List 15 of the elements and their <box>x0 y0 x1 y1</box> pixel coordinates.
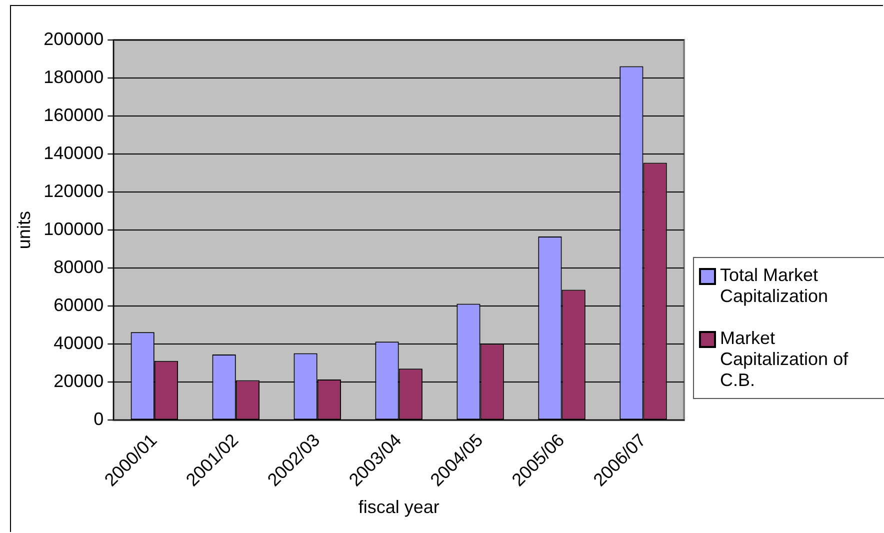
x-axis-title: fiscal year <box>358 497 440 518</box>
y-tick-label: 60000 <box>54 295 104 316</box>
y-tick-label: 140000 <box>44 143 104 164</box>
legend-label: Total Market Capitalization <box>720 265 830 307</box>
y-axis-title: units <box>14 211 34 250</box>
y-tick-label: 180000 <box>44 66 104 87</box>
y-tick-label: 20000 <box>54 371 104 392</box>
y-tick-label: 0 <box>94 409 104 430</box>
y-tick-label: 100000 <box>44 219 104 240</box>
legend-label: Market Capitalization of C.B. <box>720 328 850 391</box>
y-tick-label: 200000 <box>44 28 104 49</box>
y-tick-label: 160000 <box>44 104 104 125</box>
y-tick-label: 120000 <box>44 181 104 202</box>
y-tick-label: 80000 <box>54 257 104 278</box>
y-tick-label: 40000 <box>54 333 104 354</box>
